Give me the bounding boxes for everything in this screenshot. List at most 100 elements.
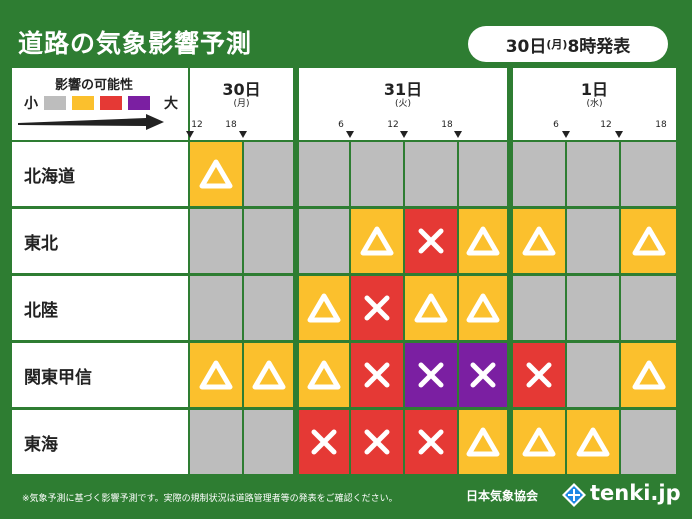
- forecast-cell: [244, 209, 293, 273]
- hour-tick: 6: [338, 120, 344, 130]
- triangle-icon: [466, 293, 500, 323]
- day-header-30: [190, 68, 293, 140]
- forecast-cell: [351, 343, 403, 407]
- region-label: 東北: [12, 209, 188, 273]
- cross-icon: [418, 429, 444, 455]
- forecast-cell: [351, 276, 403, 340]
- forecast-cell: [351, 410, 403, 474]
- region-label: 北海道: [12, 142, 188, 206]
- hour-tick: 12: [191, 120, 203, 130]
- tick-marker-icon: [562, 131, 570, 138]
- legend-arrow-icon: [18, 114, 164, 130]
- cross-icon: [364, 295, 390, 321]
- triangle-icon: [576, 427, 610, 457]
- triangle-icon: [414, 293, 448, 323]
- forecast-cell: [567, 142, 619, 206]
- issued-time: 8時発表: [567, 36, 631, 57]
- cross-icon: [470, 362, 496, 388]
- triangle-icon: [466, 226, 500, 256]
- cross-icon: [311, 429, 337, 455]
- issued-badge: 30日 (月) 8時発表: [468, 26, 668, 62]
- day-dow: (火): [394, 99, 412, 109]
- forecast-cell: [513, 410, 565, 474]
- forecast-cell: [621, 142, 676, 206]
- forecast-cell: [621, 276, 676, 340]
- triangle-icon: [199, 159, 233, 189]
- forecast-cell: [405, 343, 457, 407]
- hour-tick: 12: [600, 120, 612, 130]
- footnote: ※気象予測に基づく影響予測です。実際の規制状況は道路管理者等の発表をご確認くださ…: [22, 494, 398, 504]
- day-header-1: [513, 68, 676, 140]
- tick-marker-icon: [239, 131, 247, 138]
- day-label: 30日: [222, 80, 261, 99]
- forecast-cell: [621, 343, 676, 407]
- forecast-cell: [459, 276, 507, 340]
- region-label: 東海: [12, 410, 188, 474]
- forecast-cell: [513, 343, 565, 407]
- triangle-icon: [252, 360, 285, 390]
- tick-marker-icon: [615, 131, 623, 138]
- forecast-cell: [567, 343, 619, 407]
- triangle-icon: [360, 226, 394, 256]
- forecast-cell: [190, 276, 242, 340]
- forecast-cell: [299, 343, 349, 407]
- forecast-cell: [567, 276, 619, 340]
- forecast-cell: [405, 142, 457, 206]
- forecast-cell: [299, 276, 349, 340]
- day-label: 31日: [383, 80, 423, 99]
- forecast-cell: [190, 343, 242, 407]
- tick-marker-icon: [400, 131, 408, 138]
- forecast-cell: [405, 209, 457, 273]
- forecast-cell: [567, 410, 619, 474]
- hour-tick: 6: [553, 120, 559, 130]
- org-name: 日本気象協会: [466, 489, 539, 503]
- triangle-icon: [307, 293, 341, 323]
- forecast-cell: [244, 276, 293, 340]
- forecast-cell: [513, 276, 565, 340]
- hour-tick: 12: [387, 120, 399, 130]
- forecast-cell: [621, 410, 676, 474]
- forecast-cell: [190, 410, 242, 474]
- forecast-cell: [513, 209, 565, 273]
- forecast-cell: [244, 142, 293, 206]
- forecast-cell: [244, 410, 293, 474]
- forecast-cell: [459, 343, 507, 407]
- issued-dow: (月): [546, 38, 568, 51]
- day-dow: (水): [586, 99, 603, 109]
- triangle-icon: [466, 427, 500, 457]
- forecast-cell: [459, 209, 507, 273]
- cross-icon: [418, 228, 444, 254]
- region-label: 北陸: [12, 276, 188, 340]
- triangle-icon: [522, 226, 556, 256]
- legend-swatch-severe: [128, 96, 150, 110]
- forecast-cell: [513, 142, 565, 206]
- legend-swatch-caution: [72, 96, 94, 110]
- day-header-31: [299, 68, 507, 140]
- triangle-icon: [632, 226, 665, 256]
- forecast-cell: [299, 209, 349, 273]
- hour-tick: 18: [225, 120, 237, 130]
- issued-date: 30日: [505, 36, 547, 57]
- forecast-cell: [244, 343, 293, 407]
- triangle-icon: [199, 360, 233, 390]
- triangle-icon: [522, 427, 556, 457]
- forecast-cell: [459, 142, 507, 206]
- triangle-icon: [307, 360, 341, 390]
- tick-marker-icon: [346, 131, 354, 138]
- brand-name: tenki.jp: [590, 481, 681, 505]
- forecast-cell: [190, 142, 242, 206]
- forecast-cell: [299, 410, 349, 474]
- forecast-cell: [405, 410, 457, 474]
- cross-icon: [526, 362, 552, 388]
- legend-swatch-warning: [100, 96, 122, 110]
- cross-icon: [364, 362, 390, 388]
- forecast-cell: [190, 209, 242, 273]
- forecast-cell: [621, 209, 676, 273]
- legend-small-label: 小: [24, 96, 38, 112]
- hour-tick: 18: [441, 120, 453, 130]
- forecast-cell: [567, 209, 619, 273]
- forecast-cell: [459, 410, 507, 474]
- forecast-cell: [299, 142, 349, 206]
- forecast-cell: [351, 209, 403, 273]
